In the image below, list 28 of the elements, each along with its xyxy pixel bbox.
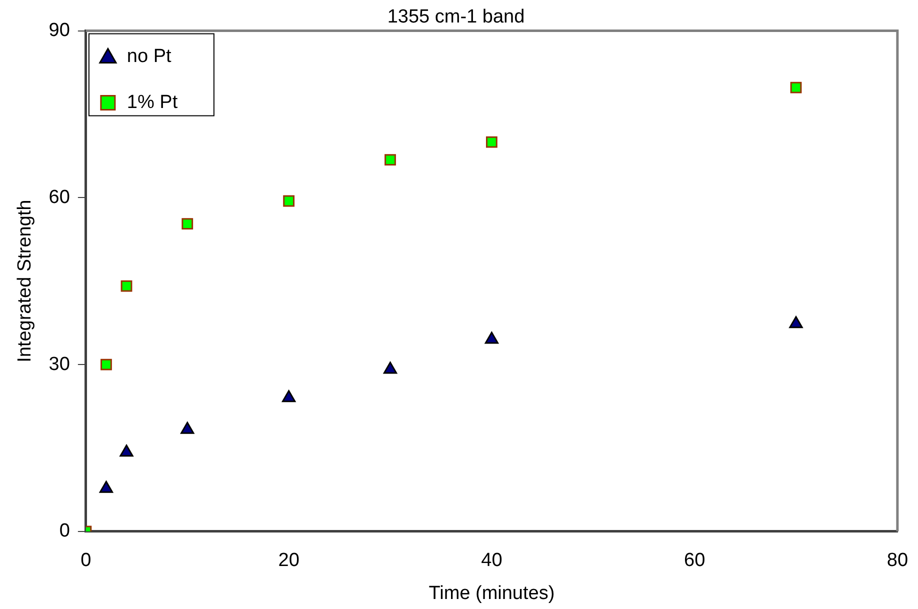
y-tick-label: 0: [59, 520, 70, 542]
point: [790, 82, 802, 94]
point: [282, 390, 296, 402]
point: [100, 358, 112, 370]
y-tick-label: 30: [48, 354, 70, 375]
legend-label: no Pt: [126, 46, 172, 68]
x-tick-label: 0: [80, 550, 92, 572]
x-axis-title: Time (minutes): [428, 582, 555, 604]
point: [180, 422, 194, 434]
x-tick-label: 60: [684, 550, 706, 572]
point: [120, 444, 134, 457]
legend-label: 1% Pt: [126, 92, 178, 114]
x-tick-label: 20: [278, 550, 300, 572]
point: [484, 332, 498, 344]
x-tick-label: 80: [886, 550, 908, 572]
x-tick-label: 40: [481, 550, 502, 572]
point: [283, 195, 295, 207]
point: [383, 362, 398, 374]
point: [486, 136, 498, 148]
y-axis-title: Integrated Strength: [14, 200, 36, 362]
point: [99, 480, 114, 493]
point: [789, 316, 803, 328]
y-tick-label: 90: [48, 20, 70, 42]
chart-title: 1355 cm-1 band: [387, 6, 525, 28]
y-tick-label: 60: [48, 186, 70, 208]
point: [120, 280, 132, 292]
point: [182, 218, 194, 230]
point: [384, 154, 396, 166]
